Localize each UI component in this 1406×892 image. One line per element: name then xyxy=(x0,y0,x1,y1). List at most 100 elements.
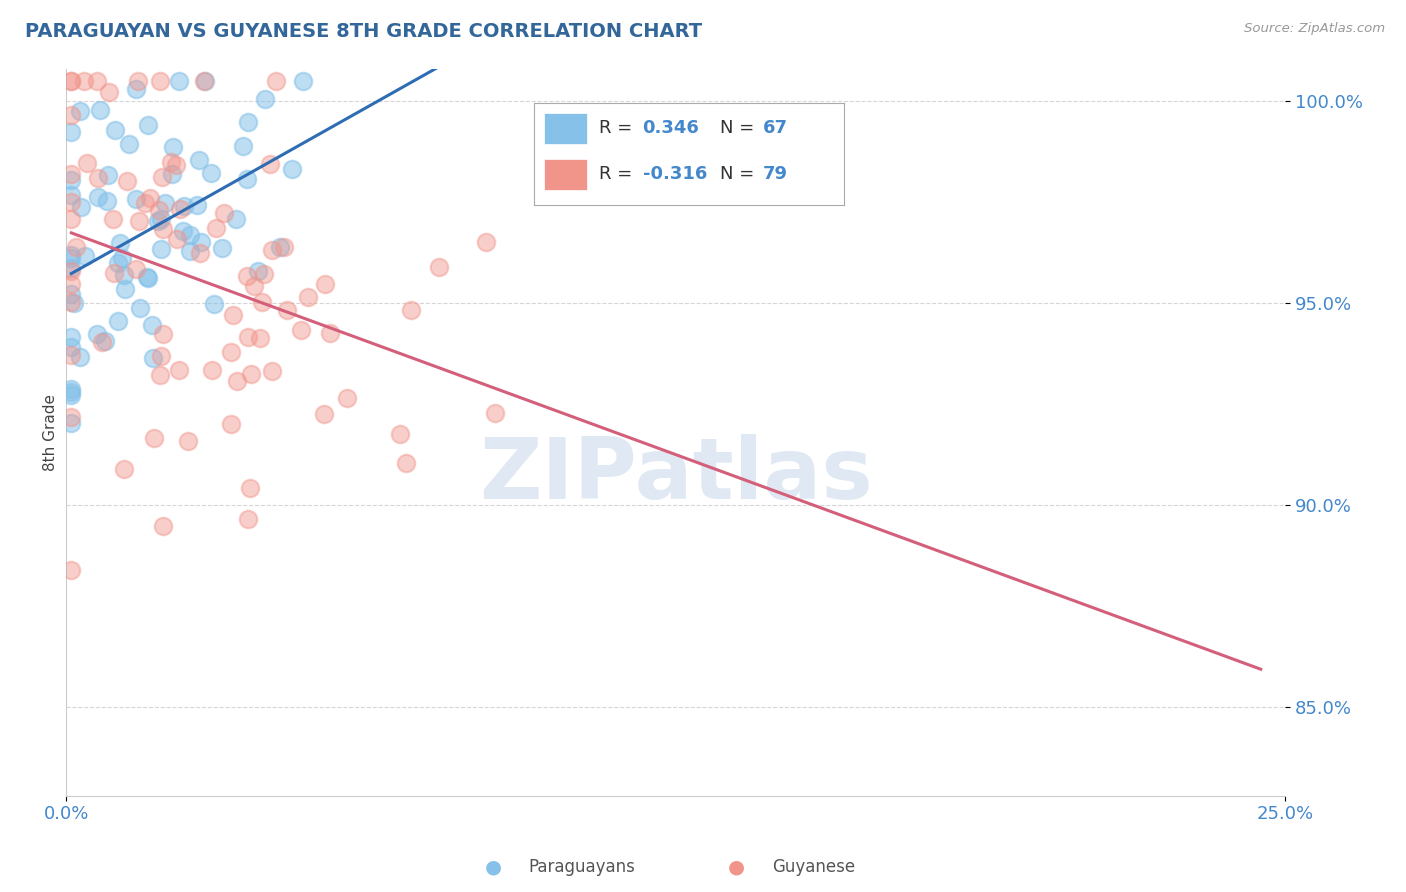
Point xyxy=(188,246,211,260)
Point xyxy=(236,114,259,128)
Point xyxy=(135,269,157,284)
Point xyxy=(60,563,83,577)
Point xyxy=(69,104,91,119)
Point xyxy=(146,213,169,227)
Point xyxy=(60,384,83,399)
Text: Source: ZipAtlas.com: Source: ZipAtlas.com xyxy=(1244,22,1385,36)
Point xyxy=(112,268,135,282)
Point xyxy=(60,340,83,354)
Text: 0.346: 0.346 xyxy=(643,120,699,137)
Point xyxy=(162,140,184,154)
Point xyxy=(235,172,257,186)
Point xyxy=(273,240,295,254)
Point xyxy=(242,278,264,293)
Point xyxy=(60,211,83,226)
Point xyxy=(115,174,138,188)
Point xyxy=(91,335,114,350)
Point xyxy=(235,269,257,284)
Point xyxy=(484,406,506,420)
Point xyxy=(60,382,83,396)
Point xyxy=(124,82,146,96)
Point xyxy=(250,294,273,309)
Point xyxy=(219,417,242,431)
Point xyxy=(179,227,201,242)
Point xyxy=(281,162,304,177)
Point xyxy=(319,326,342,340)
Point xyxy=(86,73,108,87)
Point xyxy=(297,290,319,304)
Point xyxy=(292,73,315,87)
Point xyxy=(201,363,224,377)
Point xyxy=(143,431,166,445)
Point xyxy=(186,198,208,212)
Point xyxy=(232,139,254,153)
Point xyxy=(179,244,201,258)
Point xyxy=(103,122,125,136)
Point xyxy=(167,363,190,377)
Point xyxy=(399,303,422,318)
Text: 67: 67 xyxy=(763,120,789,137)
Point xyxy=(129,301,152,315)
Point xyxy=(125,192,148,206)
Point xyxy=(136,119,159,133)
Point xyxy=(60,167,83,181)
Point xyxy=(254,92,277,106)
Point xyxy=(173,199,195,213)
Point xyxy=(60,188,83,202)
Point xyxy=(152,519,174,533)
Point xyxy=(239,482,262,496)
Point xyxy=(193,73,215,87)
Point xyxy=(63,296,86,310)
Point xyxy=(167,73,190,87)
Point xyxy=(69,350,91,364)
Point xyxy=(134,196,156,211)
Text: R =: R = xyxy=(599,165,638,184)
FancyBboxPatch shape xyxy=(544,159,586,190)
Point xyxy=(60,295,83,310)
Point xyxy=(152,169,174,184)
Point xyxy=(149,368,172,382)
Point xyxy=(148,203,170,218)
Point xyxy=(60,348,83,362)
Point xyxy=(276,303,298,318)
Text: 79: 79 xyxy=(763,165,789,184)
Point xyxy=(141,318,163,332)
Point xyxy=(149,212,172,227)
Point xyxy=(127,73,149,87)
Point xyxy=(114,282,136,296)
Text: ZIPatlas: ZIPatlas xyxy=(479,434,873,517)
Point xyxy=(225,212,247,227)
Point xyxy=(60,260,83,275)
Point xyxy=(60,195,83,210)
Point xyxy=(260,364,283,378)
Point xyxy=(389,426,412,441)
Point xyxy=(73,249,96,263)
Point xyxy=(97,168,120,182)
Point xyxy=(107,314,129,328)
Point xyxy=(125,262,148,277)
Text: ●: ● xyxy=(485,857,502,877)
Text: ●: ● xyxy=(728,857,745,877)
Point xyxy=(226,374,249,388)
Point xyxy=(212,206,235,220)
Point xyxy=(60,388,83,402)
Text: R =: R = xyxy=(599,120,638,137)
Point xyxy=(290,323,312,337)
Point xyxy=(60,286,83,301)
Point xyxy=(112,461,135,475)
Point xyxy=(65,240,87,254)
Point xyxy=(165,157,187,171)
Point xyxy=(142,351,165,366)
Point xyxy=(194,73,217,87)
Point xyxy=(136,271,159,285)
Point xyxy=(172,224,194,238)
Point xyxy=(474,235,496,249)
Point xyxy=(247,263,270,277)
Point xyxy=(238,511,260,525)
Point xyxy=(73,73,96,87)
Text: Paraguayans: Paraguayans xyxy=(529,858,636,876)
Point xyxy=(60,73,83,87)
Text: N =: N = xyxy=(720,165,759,184)
Point xyxy=(177,434,200,448)
Point xyxy=(259,156,281,170)
